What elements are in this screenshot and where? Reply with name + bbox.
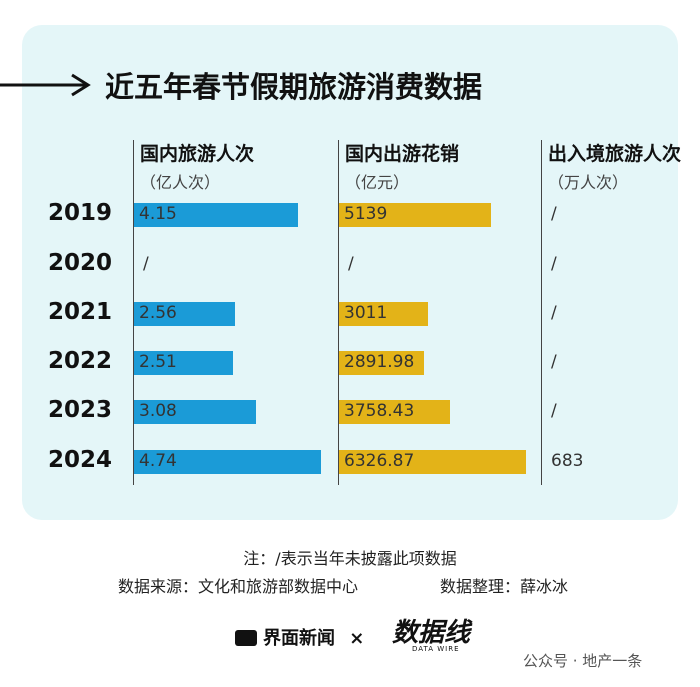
column-title: 国内旅游人次 <box>140 143 255 165</box>
missing-label: / <box>143 254 149 274</box>
value-label: 6326.87 <box>344 451 415 471</box>
partner-sub: DATA WIRE <box>412 645 460 653</box>
value-label: 2891.98 <box>344 352 415 372</box>
column-header: 国内出游花销 （亿元） <box>345 140 535 197</box>
year-label: 2020 <box>48 250 113 276</box>
value-label: 3011 <box>344 303 388 323</box>
year-label: 2021 <box>48 299 113 325</box>
bar <box>339 400 451 424</box>
source: 数据来源：文化和旅游部数据中心 <box>118 577 359 596</box>
bar <box>134 400 256 424</box>
year-label: 2022 <box>48 348 113 374</box>
value-label: 4.15 <box>139 204 177 224</box>
missing-label: / <box>551 352 557 372</box>
column-divider <box>338 140 339 485</box>
bar <box>339 203 491 227</box>
missing-label: / <box>551 204 557 224</box>
column-title: 国内出游花销 <box>345 143 460 165</box>
value-label: 3.08 <box>139 401 177 421</box>
column-header: 国内旅游人次 （亿人次） <box>140 140 330 197</box>
missing-label: / <box>551 254 557 274</box>
account: 公众号 · 地产一条 <box>523 652 643 670</box>
column-unit: （万人次） <box>548 173 629 192</box>
bar <box>134 302 235 326</box>
value-label: 2.51 <box>139 352 177 372</box>
bar <box>339 302 428 326</box>
note: 注：/表示当年未披露此项数据 <box>243 549 457 568</box>
bar <box>134 450 321 474</box>
value-label: 683 <box>551 451 584 471</box>
partner: 数据线 <box>392 618 471 648</box>
column-unit: （亿人次） <box>140 173 221 192</box>
bar <box>339 351 425 375</box>
year-label: 2023 <box>48 397 113 423</box>
arrow <box>0 73 91 97</box>
missing-label: / <box>551 303 557 323</box>
column-divider <box>133 140 134 485</box>
bar <box>339 450 526 474</box>
column-divider <box>541 140 542 485</box>
bar <box>134 203 298 227</box>
title: 近五年春节假期旅游消费数据 <box>105 70 483 104</box>
editor: 数据整理：薛冰冰 <box>440 577 569 596</box>
brand-name: 界面新闻 <box>263 628 335 649</box>
year-label: 2024 <box>48 447 113 473</box>
year-label: 2019 <box>48 200 113 226</box>
separator: × <box>349 628 365 649</box>
value-label: 5139 <box>344 204 388 224</box>
card <box>22 25 678 520</box>
column-title: 出入境旅游人次 <box>548 143 682 165</box>
column-unit: （亿元） <box>345 173 410 192</box>
value-label: 3758.43 <box>344 401 415 421</box>
column-header: 出入境旅游人次 （万人次） <box>548 140 688 197</box>
missing-label: / <box>551 401 557 421</box>
missing-label: / <box>348 254 354 274</box>
brand: 界面新闻 × <box>235 624 372 650</box>
bar <box>134 351 234 375</box>
value-label: 4.74 <box>139 451 177 471</box>
value-label: 2.56 <box>139 303 177 323</box>
